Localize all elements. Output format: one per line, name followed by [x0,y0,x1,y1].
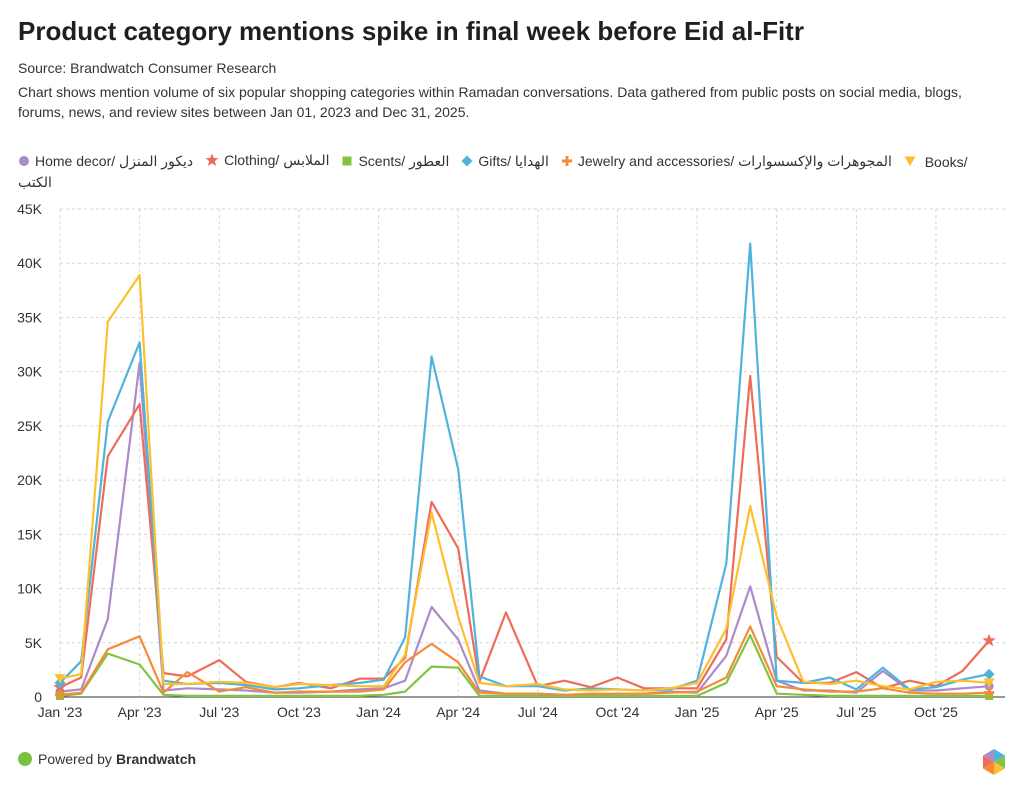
x-tick-label: Apr '23 [118,704,162,720]
y-tick-label: 10K [17,581,43,597]
square-marker-icon [342,156,352,166]
x-tick-label: Oct '24 [595,704,639,720]
legend-label: Books/ الكتب [18,154,968,190]
y-tick-label: 15K [17,526,43,542]
y-tick-label: 20K [17,472,43,488]
triangle-marker-icon [904,156,916,166]
legend-item-jewelry[interactable]: Jewelry and accessories/ المجوهرات والإك… [561,151,892,171]
legend-item-scents[interactable]: Scents/ العطور [341,151,449,171]
series-line-gifts [58,242,991,692]
marker-jewelry-end [984,687,995,698]
marker-books-end [983,678,995,688]
footer: Powered by Brandwatch [18,751,196,767]
y-tick-label: 35K [17,309,43,325]
x-tick-label: Jan '23 [38,704,83,720]
x-tick-label: Jul '23 [199,704,239,720]
legend-item-home-decor[interactable]: Home decor/ ديكور المنزل [18,151,193,171]
grid-layer: 0 5K 10K 15K 20K 25K 30K 35K 40K 45K Jan '23 Apr '2… [17,201,1005,720]
series-line-scents [58,634,991,697]
series-line-jewelry [58,625,991,696]
x-tick-label: Jul '24 [518,704,558,720]
y-tick-label: 25K [17,418,43,434]
y-tick-label: 30K [17,364,43,380]
marker-books-start [54,674,66,684]
y-tick-label: 40K [17,255,43,271]
source-line: Source: Brandwatch Consumer Research [18,60,277,76]
x-tick-label: Apr '25 [755,704,799,720]
legend-label: Clothing/ الملابس [224,152,330,168]
x-tick-label: Jan '24 [356,704,401,720]
legend-item-clothing[interactable]: Clothing/ الملابس [205,150,330,170]
legend-item-books[interactable]: Books/ الكتب [18,154,968,190]
diamond-marker-icon [461,155,473,167]
plus-marker-icon [561,156,572,166]
marker-layer [53,633,996,700]
series-line-clothing [58,374,991,690]
green-circle-icon [18,752,32,766]
series-layer [58,242,991,697]
chart-description: Chart shows mention volume of six popula… [18,84,962,120]
hexagon-logo-icon [983,749,1005,775]
x-tick-label: Apr '24 [436,704,480,720]
x-tick-label: Oct '25 [914,704,958,720]
legend-label: Home decor/ ديكور المنزل [35,153,194,169]
y-tick-label: 5K [25,635,43,651]
legend-label: Jewelry and accessories/ المجوهرات والإك… [577,153,892,169]
marker-gifts-end [983,668,995,680]
powered-by-text: Powered by [38,751,112,767]
series-line-home_decor [58,361,991,696]
x-tick-label: Oct '23 [277,704,321,720]
series-line-books [58,274,991,692]
legend-label: Gifts/ الهدايا [478,153,549,169]
chart-legend: Home decor/ ديكور المنزل Clothing/ الملا… [18,150,1008,192]
circle-marker-icon [19,156,29,166]
y-tick-label: 0 [34,689,42,705]
legend-label: Scents/ العطور [358,153,450,169]
marker-clothing-end [982,633,996,647]
chart-title: Product category mentions spike in final… [18,16,804,46]
y-tick-label: 45K [17,201,43,217]
star-marker-icon [205,153,219,166]
legend-item-gifts[interactable]: Gifts/ الهدايا [461,151,549,171]
x-tick-label: Jan '25 [675,704,720,720]
x-tick-label: Jul '25 [836,704,876,720]
line-chart: 0 5K 10K 15K 20K 25K 30K 35K 40K 45K Jan '23 Apr '2… [17,201,1005,720]
marker-jewelry-start [55,689,65,700]
brand-name[interactable]: Brandwatch [115,751,197,767]
